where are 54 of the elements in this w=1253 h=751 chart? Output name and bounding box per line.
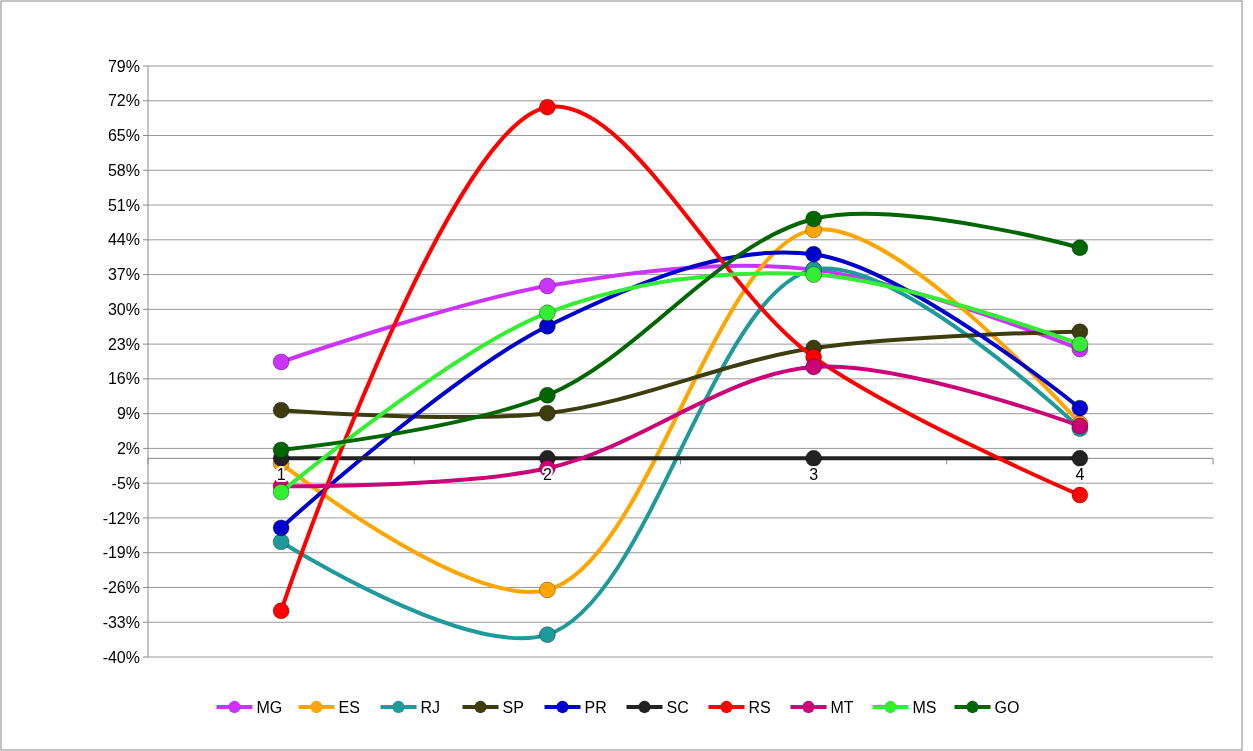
legend-label: RJ [420, 698, 441, 716]
y-tick-label: 51% [107, 196, 140, 214]
y-tick-label: 16% [107, 370, 140, 388]
point [538, 581, 556, 599]
legend-label: MS [912, 698, 937, 716]
point [272, 401, 290, 419]
point [1071, 449, 1089, 467]
point [538, 404, 556, 422]
legend-label: ES [338, 698, 360, 716]
point [805, 245, 823, 263]
legend-label: SC [666, 698, 689, 716]
y-tick-label: 37% [107, 266, 140, 284]
legend-label: SP [502, 698, 524, 716]
point [272, 483, 290, 501]
x-tick-label: 3 [809, 466, 819, 484]
y-tick-label: -26% [102, 579, 140, 597]
point [538, 277, 556, 295]
point [272, 441, 290, 459]
point [538, 626, 556, 644]
point [272, 519, 290, 537]
y-tick-label: -40% [102, 648, 140, 666]
point [805, 210, 823, 228]
y-tick-label: 23% [107, 335, 140, 353]
legend-label: PR [584, 698, 607, 716]
y-tick-label: 65% [107, 127, 140, 145]
y-tick-label: 72% [107, 92, 140, 110]
y-tick-label: 30% [107, 300, 140, 318]
legend-label: MT [830, 698, 854, 716]
y-tick-label: -5% [111, 474, 140, 492]
point [1071, 399, 1089, 417]
point [805, 266, 823, 284]
point [272, 353, 290, 371]
y-tick-label: 2% [116, 440, 140, 458]
point [272, 533, 290, 551]
point [272, 602, 290, 620]
legend-label: MG [256, 698, 283, 716]
x-tick-label: 4 [1075, 466, 1085, 484]
y-tick-label: -33% [102, 613, 140, 631]
point [805, 358, 823, 376]
y-tick-label: 79% [107, 57, 140, 75]
legend-label: GO [994, 698, 1020, 716]
y-tick-label: 44% [107, 231, 140, 249]
point [1071, 335, 1089, 353]
y-tick-label: 58% [107, 161, 140, 179]
point [538, 304, 556, 322]
point [1071, 239, 1089, 257]
point [538, 98, 556, 116]
legend-label: RS [748, 698, 771, 716]
point [1071, 486, 1089, 504]
point [805, 449, 823, 467]
y-tick-label: 9% [116, 405, 140, 423]
y-tick-label: -19% [102, 544, 140, 562]
point [538, 386, 556, 404]
y-tick-label: -12% [102, 509, 140, 527]
